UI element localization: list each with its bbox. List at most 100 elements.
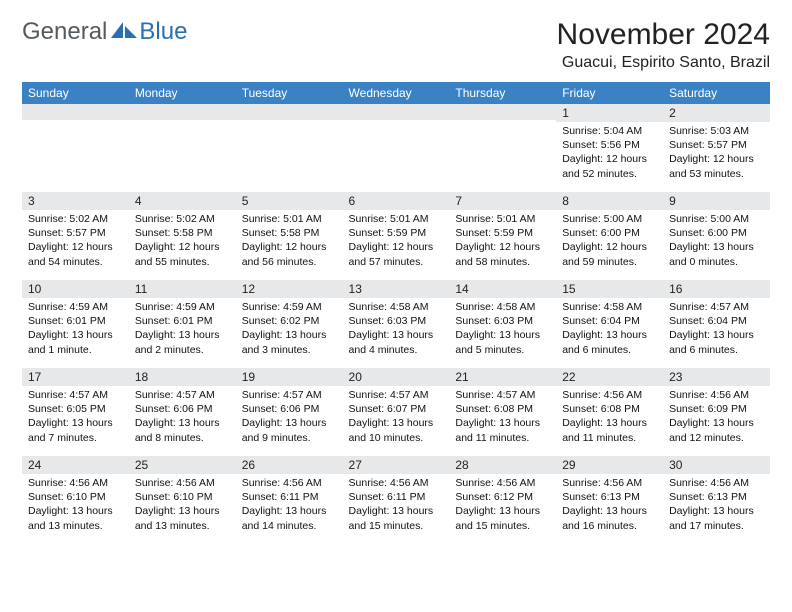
sunrise-text: Sunrise: 4:57 AM bbox=[242, 388, 337, 402]
sunset-text: Sunset: 6:00 PM bbox=[562, 226, 657, 240]
title-block: November 2024 Guacui, Espirito Santo, Br… bbox=[557, 18, 770, 72]
sunrise-text: Sunrise: 4:56 AM bbox=[669, 476, 764, 490]
day-number: 12 bbox=[236, 280, 343, 298]
day-number: 3 bbox=[22, 192, 129, 210]
calendar-day-cell: 18Sunrise: 4:57 AMSunset: 6:06 PMDayligh… bbox=[129, 368, 236, 456]
day-number: 6 bbox=[343, 192, 450, 210]
sunrise-text: Sunrise: 5:02 AM bbox=[28, 212, 123, 226]
daylight-text: Daylight: 12 hours and 52 minutes. bbox=[562, 152, 657, 180]
day-details bbox=[22, 120, 129, 126]
calendar-day-cell: 3Sunrise: 5:02 AMSunset: 5:57 PMDaylight… bbox=[22, 192, 129, 280]
day-details: Sunrise: 4:57 AMSunset: 6:04 PMDaylight:… bbox=[663, 298, 770, 361]
daylight-text: Daylight: 12 hours and 55 minutes. bbox=[135, 240, 230, 268]
day-details: Sunrise: 5:01 AMSunset: 5:59 PMDaylight:… bbox=[343, 210, 450, 273]
sunset-text: Sunset: 6:08 PM bbox=[562, 402, 657, 416]
calendar-day-cell: 12Sunrise: 4:59 AMSunset: 6:02 PMDayligh… bbox=[236, 280, 343, 368]
day-details: Sunrise: 4:56 AMSunset: 6:11 PMDaylight:… bbox=[236, 474, 343, 537]
day-details: Sunrise: 4:56 AMSunset: 6:10 PMDaylight:… bbox=[22, 474, 129, 537]
daylight-text: Daylight: 13 hours and 13 minutes. bbox=[135, 504, 230, 532]
daylight-text: Daylight: 13 hours and 15 minutes. bbox=[455, 504, 550, 532]
calendar-day-cell: 24Sunrise: 4:56 AMSunset: 6:10 PMDayligh… bbox=[22, 456, 129, 544]
day-details: Sunrise: 4:57 AMSunset: 6:06 PMDaylight:… bbox=[129, 386, 236, 449]
weekday-header-row: Sunday Monday Tuesday Wednesday Thursday… bbox=[22, 82, 770, 104]
sunset-text: Sunset: 6:01 PM bbox=[135, 314, 230, 328]
sunset-text: Sunset: 6:03 PM bbox=[349, 314, 444, 328]
day-number: 8 bbox=[556, 192, 663, 210]
day-details: Sunrise: 5:02 AMSunset: 5:57 PMDaylight:… bbox=[22, 210, 129, 273]
day-details bbox=[236, 120, 343, 126]
sunset-text: Sunset: 6:08 PM bbox=[455, 402, 550, 416]
sunrise-text: Sunrise: 4:58 AM bbox=[455, 300, 550, 314]
sunrise-text: Sunrise: 4:58 AM bbox=[349, 300, 444, 314]
day-number: 16 bbox=[663, 280, 770, 298]
day-details bbox=[343, 120, 450, 126]
daylight-text: Daylight: 12 hours and 56 minutes. bbox=[242, 240, 337, 268]
day-details: Sunrise: 5:01 AMSunset: 5:58 PMDaylight:… bbox=[236, 210, 343, 273]
logo-text-general: General bbox=[22, 18, 107, 46]
day-number: 10 bbox=[22, 280, 129, 298]
calendar-day-cell: 30Sunrise: 4:56 AMSunset: 6:13 PMDayligh… bbox=[663, 456, 770, 544]
day-details bbox=[129, 120, 236, 126]
calendar-day-cell: 20Sunrise: 4:57 AMSunset: 6:07 PMDayligh… bbox=[343, 368, 450, 456]
calendar-week-row: 1Sunrise: 5:04 AMSunset: 5:56 PMDaylight… bbox=[22, 104, 770, 192]
day-number: 11 bbox=[129, 280, 236, 298]
sunset-text: Sunset: 6:04 PM bbox=[669, 314, 764, 328]
sunset-text: Sunset: 6:06 PM bbox=[242, 402, 337, 416]
day-details: Sunrise: 4:57 AMSunset: 6:08 PMDaylight:… bbox=[449, 386, 556, 449]
daylight-text: Daylight: 13 hours and 17 minutes. bbox=[669, 504, 764, 532]
logo: General Blue bbox=[22, 18, 187, 46]
day-details: Sunrise: 4:56 AMSunset: 6:11 PMDaylight:… bbox=[343, 474, 450, 537]
daylight-text: Daylight: 13 hours and 13 minutes. bbox=[28, 504, 123, 532]
sunset-text: Sunset: 6:12 PM bbox=[455, 490, 550, 504]
location: Guacui, Espirito Santo, Brazil bbox=[557, 54, 770, 72]
sunset-text: Sunset: 5:57 PM bbox=[28, 226, 123, 240]
calendar-day-cell: 14Sunrise: 4:58 AMSunset: 6:03 PMDayligh… bbox=[449, 280, 556, 368]
calendar-day-cell bbox=[449, 104, 556, 192]
daylight-text: Daylight: 12 hours and 54 minutes. bbox=[28, 240, 123, 268]
weekday-header: Tuesday bbox=[236, 82, 343, 104]
calendar-day-cell: 9Sunrise: 5:00 AMSunset: 6:00 PMDaylight… bbox=[663, 192, 770, 280]
day-details: Sunrise: 4:58 AMSunset: 6:04 PMDaylight:… bbox=[556, 298, 663, 361]
calendar-day-cell: 5Sunrise: 5:01 AMSunset: 5:58 PMDaylight… bbox=[236, 192, 343, 280]
daylight-text: Daylight: 13 hours and 6 minutes. bbox=[562, 328, 657, 356]
day-number: 17 bbox=[22, 368, 129, 386]
sunset-text: Sunset: 6:11 PM bbox=[349, 490, 444, 504]
calendar-day-cell: 21Sunrise: 4:57 AMSunset: 6:08 PMDayligh… bbox=[449, 368, 556, 456]
day-details: Sunrise: 4:57 AMSunset: 6:06 PMDaylight:… bbox=[236, 386, 343, 449]
daylight-text: Daylight: 13 hours and 0 minutes. bbox=[669, 240, 764, 268]
sunset-text: Sunset: 5:59 PM bbox=[455, 226, 550, 240]
sunset-text: Sunset: 5:58 PM bbox=[135, 226, 230, 240]
logo-text-blue: Blue bbox=[139, 18, 187, 46]
day-number: 1 bbox=[556, 104, 663, 122]
day-details: Sunrise: 5:04 AMSunset: 5:56 PMDaylight:… bbox=[556, 122, 663, 185]
day-details: Sunrise: 5:03 AMSunset: 5:57 PMDaylight:… bbox=[663, 122, 770, 185]
sunset-text: Sunset: 6:09 PM bbox=[669, 402, 764, 416]
calendar-week-row: 3Sunrise: 5:02 AMSunset: 5:57 PMDaylight… bbox=[22, 192, 770, 280]
sunrise-text: Sunrise: 4:58 AM bbox=[562, 300, 657, 314]
sunset-text: Sunset: 6:11 PM bbox=[242, 490, 337, 504]
sunrise-text: Sunrise: 4:56 AM bbox=[562, 476, 657, 490]
day-details: Sunrise: 5:00 AMSunset: 6:00 PMDaylight:… bbox=[556, 210, 663, 273]
day-number bbox=[236, 104, 343, 120]
daylight-text: Daylight: 13 hours and 14 minutes. bbox=[242, 504, 337, 532]
calendar-day-cell: 15Sunrise: 4:58 AMSunset: 6:04 PMDayligh… bbox=[556, 280, 663, 368]
sunrise-text: Sunrise: 4:56 AM bbox=[242, 476, 337, 490]
sunset-text: Sunset: 6:07 PM bbox=[349, 402, 444, 416]
day-number: 14 bbox=[449, 280, 556, 298]
sunrise-text: Sunrise: 4:56 AM bbox=[455, 476, 550, 490]
daylight-text: Daylight: 13 hours and 16 minutes. bbox=[562, 504, 657, 532]
sunset-text: Sunset: 6:04 PM bbox=[562, 314, 657, 328]
sunrise-text: Sunrise: 5:01 AM bbox=[455, 212, 550, 226]
calendar-week-row: 10Sunrise: 4:59 AMSunset: 6:01 PMDayligh… bbox=[22, 280, 770, 368]
calendar-day-cell: 23Sunrise: 4:56 AMSunset: 6:09 PMDayligh… bbox=[663, 368, 770, 456]
sunrise-text: Sunrise: 4:57 AM bbox=[455, 388, 550, 402]
day-details bbox=[449, 120, 556, 126]
day-number bbox=[343, 104, 450, 120]
sunrise-text: Sunrise: 5:01 AM bbox=[349, 212, 444, 226]
calendar-day-cell: 27Sunrise: 4:56 AMSunset: 6:11 PMDayligh… bbox=[343, 456, 450, 544]
day-details: Sunrise: 4:59 AMSunset: 6:01 PMDaylight:… bbox=[129, 298, 236, 361]
daylight-text: Daylight: 12 hours and 57 minutes. bbox=[349, 240, 444, 268]
sunset-text: Sunset: 5:57 PM bbox=[669, 138, 764, 152]
calendar-day-cell bbox=[129, 104, 236, 192]
calendar-day-cell: 6Sunrise: 5:01 AMSunset: 5:59 PMDaylight… bbox=[343, 192, 450, 280]
